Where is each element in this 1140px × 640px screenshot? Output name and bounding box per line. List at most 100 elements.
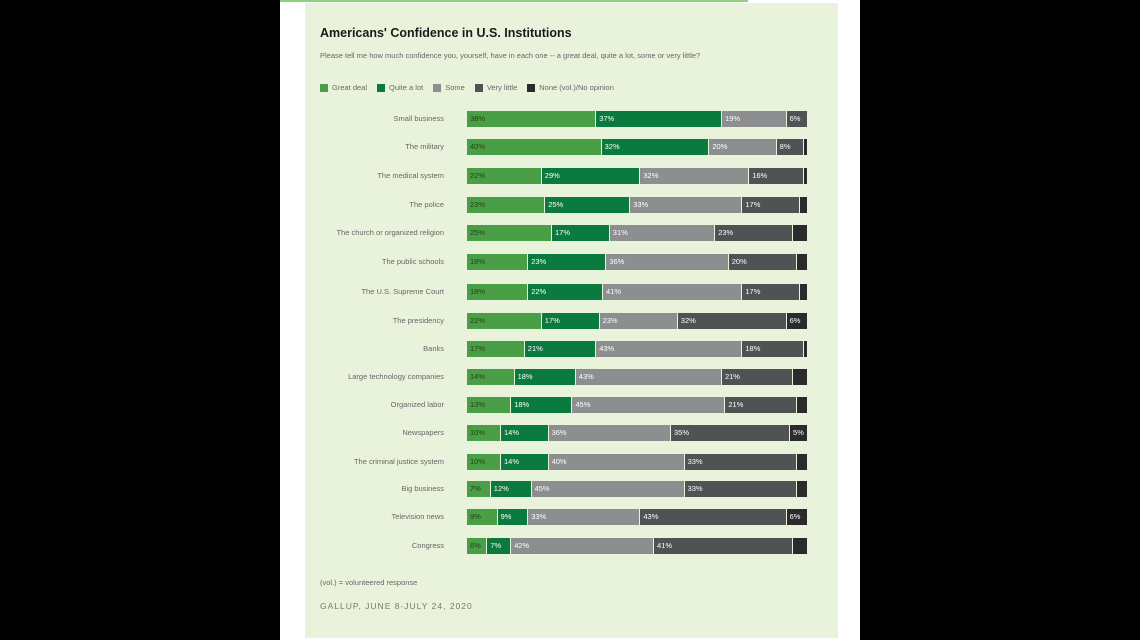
bar-segment: 35%	[670, 425, 790, 441]
chart-card: Americans' Confidence in U.S. Institutio…	[305, 3, 838, 638]
category-label: Banks	[423, 344, 444, 353]
category-label: Small business	[393, 114, 444, 123]
bar-row: Television news 9% 9% 33% 43% 6%	[305, 509, 838, 525]
bar-segment: 37%	[596, 111, 722, 127]
legend-swatch	[377, 83, 386, 92]
stacked-bar: 6% 7% 42% 41%	[467, 538, 807, 554]
chart-title: Americans' Confidence in U.S. Institutio…	[320, 26, 572, 40]
bar-row: Congress 6% 7% 42% 41%	[305, 538, 838, 554]
bar-segment: 42%	[511, 538, 654, 554]
bar-row: The police 23% 25% 33% 17%	[305, 197, 838, 213]
category-label: The criminal justice system	[353, 457, 444, 466]
bar-segment: 21%	[524, 341, 597, 357]
bar-row: Organized labor 13% 18% 45% 21%	[305, 397, 838, 413]
bar-segment	[796, 397, 807, 413]
bar-segment: 45%	[572, 397, 726, 413]
legend-item: Some	[433, 83, 465, 92]
category-label: The U.S. Supreme Court	[361, 287, 444, 296]
bar-segment: 17%	[467, 341, 525, 357]
legend-item: None (vol.)/No opinion	[527, 83, 614, 92]
bar-row: Small business 38% 37% 19% 6%	[305, 111, 838, 127]
category-label: The military	[405, 142, 444, 151]
bar-segment: 22%	[467, 168, 542, 184]
category-label: Congress	[411, 541, 444, 550]
stacked-bar: 7% 12% 45% 33%	[467, 481, 807, 497]
bar-segment: 33%	[528, 509, 641, 525]
legend-item: Great deal	[320, 83, 367, 92]
bar-segment: 6%	[467, 538, 488, 554]
bar-segment: 25%	[467, 225, 552, 241]
bar-row: The criminal justice system 10% 14% 40% 33%	[305, 454, 838, 470]
bar-row: The presidency 22% 17% 23% 32% 6%	[305, 313, 838, 329]
bar-segment: 18%	[467, 284, 529, 300]
bar-segment: 36%	[548, 425, 671, 441]
category-label: Television news	[391, 512, 444, 521]
bar-segment: 33%	[684, 454, 797, 470]
bar-segment	[796, 254, 807, 270]
bar-row: The military 40% 32% 20% 8%	[305, 139, 838, 155]
category-label: Big business	[401, 484, 444, 493]
legend-label: Quite a lot	[389, 83, 424, 92]
category-label: Organized labor	[390, 400, 444, 409]
stacked-bar: 18% 22% 41% 17%	[467, 284, 807, 300]
bar-segment: 43%	[575, 369, 722, 385]
legend-label: None (vol.)/No opinion	[539, 83, 614, 92]
bar-segment: 22%	[467, 313, 542, 329]
stacked-bar: 22% 17% 23% 32% 6%	[467, 313, 807, 329]
bar-segment: 20%	[728, 254, 797, 270]
bar-segment: 17%	[742, 197, 801, 213]
bar-segment: 33%	[684, 481, 797, 497]
stacked-bar: 25% 17% 31% 23%	[467, 225, 807, 241]
legend-swatch	[433, 83, 442, 92]
bar-segment: 13%	[467, 397, 512, 413]
bar-segment	[803, 139, 807, 155]
stacked-bar: 23% 25% 33% 17%	[467, 197, 807, 213]
stacked-bar: 13% 18% 45% 21%	[467, 397, 807, 413]
bar-segment: 18%	[514, 369, 576, 385]
bar-segment: 45%	[531, 481, 685, 497]
stacked-bar: 22% 29% 32% 16%	[467, 168, 807, 184]
stacked-bar: 9% 9% 33% 43% 6%	[467, 509, 807, 525]
bar-segment: 36%	[606, 254, 729, 270]
bar-segment: 18%	[742, 341, 804, 357]
bar-segment: 23%	[467, 197, 546, 213]
bar-segment: 20%	[709, 139, 777, 155]
bar-segment	[793, 538, 807, 554]
bar-segment	[793, 225, 807, 241]
bar-segment: 16%	[749, 168, 804, 184]
bar-segment	[793, 369, 807, 385]
bar-segment: 32%	[640, 168, 750, 184]
bar-segment: 19%	[721, 111, 787, 127]
bar-segment: 23%	[528, 254, 607, 270]
bar-segment	[796, 481, 807, 497]
bar-row: Big business 7% 12% 45% 33%	[305, 481, 838, 497]
bar-segment: 10%	[467, 454, 501, 470]
bar-segment: 40%	[548, 454, 685, 470]
stacked-bar: 10% 14% 40% 33%	[467, 454, 807, 470]
legend-item: Very little	[474, 83, 517, 92]
legend-swatch	[320, 83, 328, 92]
bar-segment	[803, 168, 807, 184]
category-label: The public schools	[381, 257, 444, 266]
source: GALLUP, JUNE 8-JULY 24, 2020	[320, 601, 473, 611]
bar-segment: 17%	[552, 225, 610, 241]
bar-segment: 14%	[467, 369, 515, 385]
bar-segment	[803, 341, 807, 357]
bar-segment: 17%	[742, 284, 801, 300]
bar-segment: 9%	[467, 509, 498, 525]
bar-segment: 6%	[786, 111, 807, 127]
bar-segment: 32%	[601, 139, 710, 155]
bar-row: The public schools 18% 23% 36% 20%	[305, 254, 838, 270]
category-label: Large technology companies	[348, 372, 444, 381]
bar-segment: 7%	[467, 481, 491, 497]
bar-segment: 33%	[630, 197, 743, 213]
bar-segment: 7%	[487, 538, 512, 554]
legend-swatch	[474, 83, 483, 92]
bar-segment: 18%	[511, 397, 573, 413]
bar-segment: 21%	[721, 369, 794, 385]
category-label: The police	[409, 200, 444, 209]
legend-label: Great deal	[332, 83, 368, 92]
bar-segment: 25%	[545, 197, 631, 213]
bar-row: Banks 17% 21% 43% 18%	[305, 341, 838, 357]
bar-segment: 31%	[609, 225, 716, 241]
